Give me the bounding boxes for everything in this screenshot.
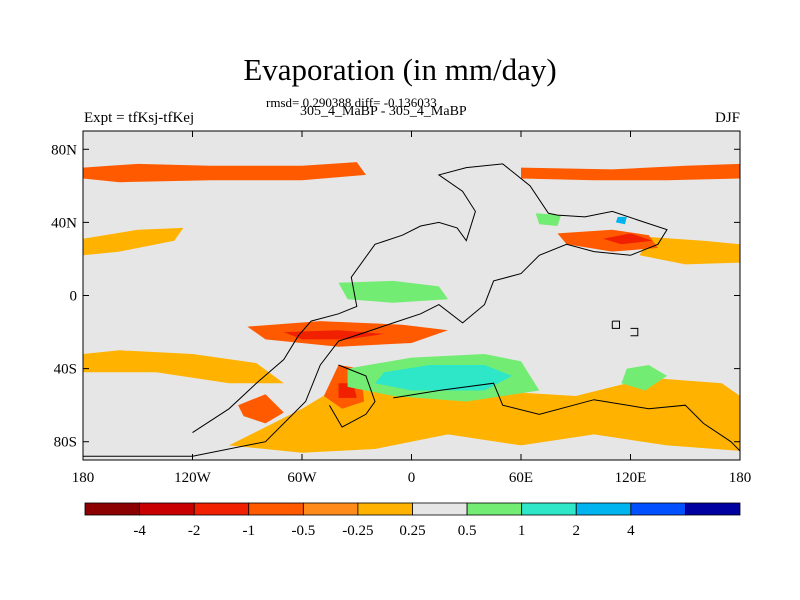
colorbar-swatch	[302, 502, 359, 516]
coastline	[328, 364, 376, 428]
colorbar-label: 0.5	[458, 523, 477, 539]
contour-region	[639, 237, 740, 265]
contour-layer	[83, 162, 740, 457]
contour-region	[238, 394, 284, 424]
colorbar-swatch	[357, 502, 413, 516]
chart-title: Evaporation (in mm/day)	[243, 52, 557, 87]
contour-region	[535, 213, 562, 226]
y-tick-label: 40N	[51, 215, 77, 231]
colorbar-label: -0.5	[291, 523, 315, 539]
y-tick-label: 0	[70, 289, 78, 305]
colorbar-label: 1	[518, 523, 526, 539]
colorbar-label: -0.25	[342, 523, 373, 539]
chart-subtitle: 305_4_MaBP - 305_4_MaBP	[300, 104, 467, 119]
colorbar-label: 0.25	[399, 523, 425, 539]
x-tick-label: 120W	[174, 470, 212, 486]
colorbar-label: -2	[188, 523, 201, 539]
coastline	[611, 320, 620, 329]
experiment-label: Expt = tfKsj-tfKej	[84, 110, 195, 126]
colorbar-swatch	[248, 502, 304, 516]
colorbar-swatch	[193, 502, 250, 516]
contour-region	[338, 280, 448, 303]
contour-region	[283, 330, 385, 340]
x-tick-label: 180	[729, 470, 752, 486]
y-tick-label: 80N	[51, 142, 77, 158]
x-tick-label: 120E	[615, 470, 647, 486]
colorbar-swatch	[466, 502, 523, 516]
x-tick-label: 60E	[509, 470, 533, 486]
coastline	[83, 163, 668, 457]
x-tick-label: 0	[408, 470, 416, 486]
stats-label: rmsd= 0.290388 diff= -0.136033	[266, 95, 437, 110]
colorbar-swatch	[521, 502, 577, 516]
colorbar-swatch	[139, 502, 195, 516]
colorbar-label: -1	[243, 523, 256, 539]
colorbar-swatch	[685, 502, 741, 516]
contour-region	[83, 227, 184, 256]
season-label: DJF	[714, 110, 740, 126]
colorbar-label: 4	[627, 523, 635, 539]
colorbar-label: 2	[573, 523, 581, 539]
contour-region	[615, 216, 627, 225]
colorbar-label: -4	[133, 523, 146, 539]
contour-region	[521, 163, 740, 181]
colorbar-swatch	[575, 502, 632, 516]
contour-region	[83, 162, 366, 183]
contour-region	[83, 350, 284, 384]
colorbar-swatch	[84, 502, 140, 516]
colorbar-swatch	[630, 502, 686, 516]
y-tick-label: 80S	[54, 435, 77, 451]
y-tick-label: 40S	[54, 362, 77, 378]
contour-region	[375, 365, 512, 391]
coastline	[630, 327, 639, 337]
contour-region	[603, 233, 653, 245]
contour-region	[621, 365, 667, 391]
colorbar-swatch	[412, 502, 468, 516]
coastline	[393, 382, 740, 452]
x-tick-label: 180	[72, 470, 95, 486]
x-tick-label: 60W	[287, 470, 317, 486]
